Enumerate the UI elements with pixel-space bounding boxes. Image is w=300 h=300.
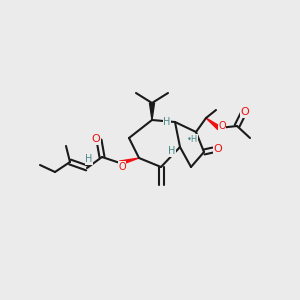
Text: O: O xyxy=(241,107,249,117)
Text: H: H xyxy=(168,146,176,156)
Text: O: O xyxy=(118,162,126,172)
Text: O: O xyxy=(92,134,100,144)
Text: H: H xyxy=(85,154,93,164)
Polygon shape xyxy=(206,118,220,130)
Text: O: O xyxy=(218,121,226,131)
Text: •H: •H xyxy=(186,134,198,143)
Text: O: O xyxy=(214,144,222,154)
Polygon shape xyxy=(149,103,154,120)
Text: H: H xyxy=(163,117,171,127)
Polygon shape xyxy=(119,158,139,165)
